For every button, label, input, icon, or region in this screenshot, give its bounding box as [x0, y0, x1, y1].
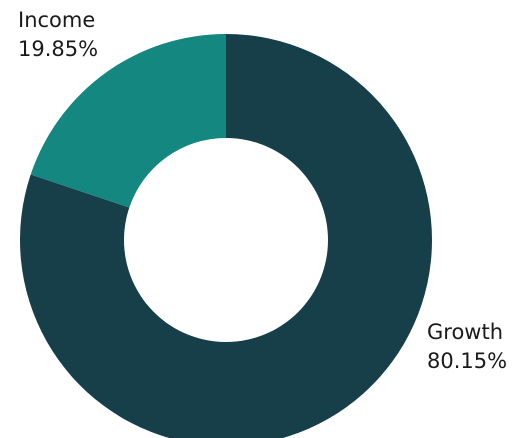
label-growth: Growth 80.15% — [427, 318, 507, 376]
label-income: Income 19.85% — [18, 6, 98, 64]
label-income-value: 19.85% — [18, 37, 99, 61]
label-income-name: Income — [18, 8, 96, 32]
label-growth-name: Growth — [427, 320, 504, 344]
label-growth-value: 80.15% — [427, 349, 508, 373]
slice-growth — [20, 34, 432, 438]
slice-income — [30, 34, 226, 208]
